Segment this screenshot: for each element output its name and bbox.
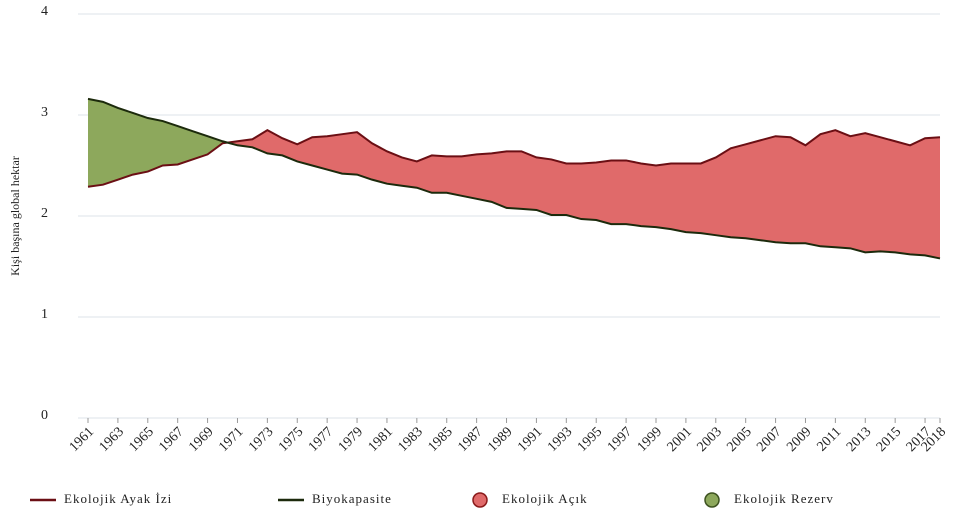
x-tick-label: 1999 [635,424,665,454]
x-tick-label: 1965 [126,424,156,454]
x-tick-label: 2001 [665,424,695,454]
x-tick-label: 1993 [545,424,575,454]
y-tick-label: 2 [41,206,48,221]
x-tick-label: 1989 [485,424,515,454]
x-tick-label: 1997 [605,424,635,454]
deficit-area [227,130,940,259]
x-tick-label: 1971 [216,424,246,454]
y-tick-label: 0 [41,408,48,423]
x-tick-label: 2005 [724,424,754,454]
x-tick-label: 1981 [366,424,396,454]
x-tick-label: 1977 [306,424,336,454]
legend-label: Ekolojik Açık [502,491,588,506]
x-tick-label: 1983 [396,424,426,454]
x-tick-label: 1987 [455,424,485,454]
x-tick-label: 1991 [515,424,545,454]
x-tick-label: 1963 [97,424,127,454]
x-tick-label: 1985 [425,424,455,454]
x-tick-label: 1961 [67,424,97,454]
reserve-area [88,98,228,187]
legend-label: Ekolojik Rezerv [734,491,834,506]
legend-label: Ekolojik Ayak İzi [64,491,172,506]
x-tick-label: 1969 [186,424,216,454]
x-tick-label: 1975 [276,424,306,454]
x-tick-label: 2013 [844,424,874,454]
legend-swatch [704,492,720,508]
y-tick-label: 1 [41,307,48,322]
x-tick-label: 2011 [814,424,844,454]
y-axis-label: Kişi başına global hektar [8,156,22,276]
y-tick-label: 3 [41,105,48,120]
y-tick-label: 4 [41,4,48,19]
x-tick-label: 1979 [336,424,366,454]
x-tick-label: 2009 [784,424,814,454]
x-tick-label: 1967 [156,424,186,454]
x-tick-label: 1973 [246,424,276,454]
x-tick-label: 2015 [874,424,904,454]
legend-label: Biyokapasite [312,491,392,506]
x-tick-label: 1995 [575,424,605,454]
x-tick-label: 2003 [694,424,724,454]
legend-swatch [472,492,488,508]
x-tick-label: 2007 [754,424,784,454]
series-line [87,97,941,260]
